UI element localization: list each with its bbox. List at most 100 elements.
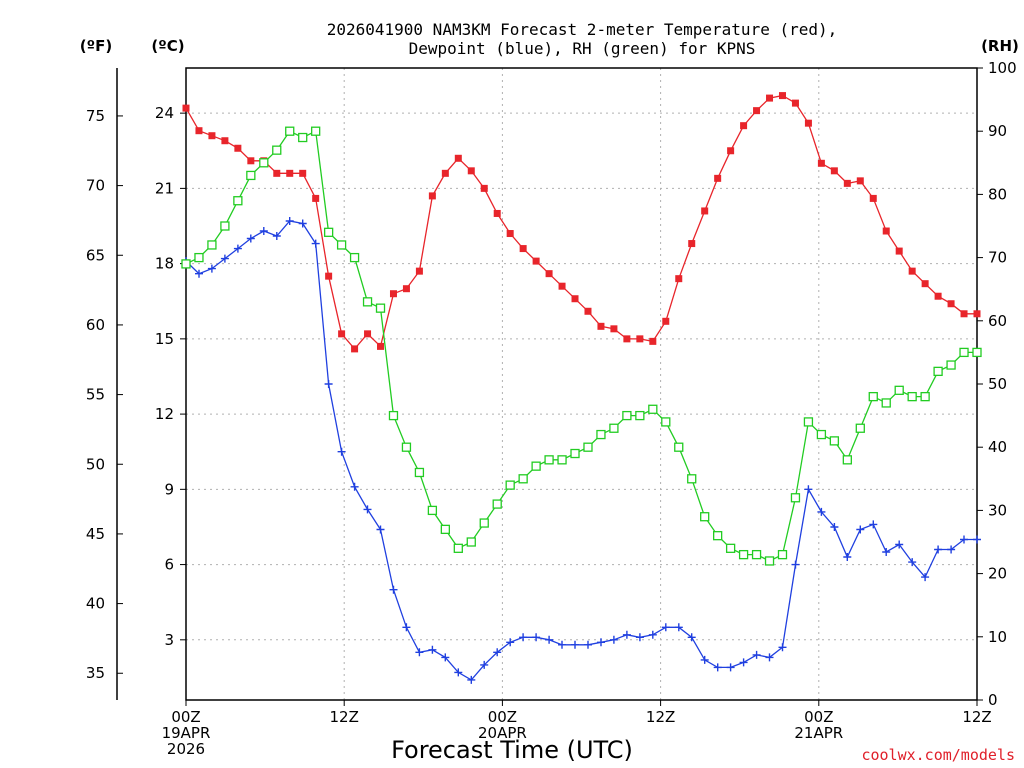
temperature-point (701, 207, 709, 215)
rh-point (855, 423, 865, 433)
temperature-point (273, 169, 281, 177)
dewpoint-point (752, 650, 761, 659)
dewpoint-point (298, 219, 307, 228)
rh-tick-label: 30 (988, 501, 1007, 519)
temperature-point (869, 194, 877, 202)
temperature-point (467, 167, 475, 175)
temperature-point (960, 310, 968, 318)
dewpoint-point (467, 675, 476, 684)
rh-point (233, 196, 243, 206)
rh-point (609, 423, 619, 433)
x-tick-label: 00Z (488, 708, 517, 726)
temperature-point (377, 342, 385, 350)
temperature-point (195, 127, 203, 135)
temperature-point (441, 169, 449, 177)
dewpoint-point (882, 548, 891, 556)
rh-point (388, 410, 399, 421)
dewpoint-point (324, 380, 333, 388)
temperature-point (493, 209, 501, 217)
temperature-point (519, 245, 527, 253)
rh-tick-label: 80 (988, 185, 1007, 203)
fahrenheit-unit-label: (ºF) (80, 37, 112, 55)
rh-point (661, 417, 671, 427)
celsius-tick-label: 21 (155, 179, 174, 197)
dewpoint-point (635, 633, 644, 642)
rh-point (894, 385, 904, 395)
rh-point (479, 518, 489, 528)
temperature-point (389, 290, 397, 298)
x-tick-label: 12Z (330, 708, 359, 726)
fahrenheit-tick-label: 65 (86, 246, 105, 264)
fahrenheit-tick-label: 60 (86, 316, 105, 334)
temperature-point (221, 137, 229, 145)
rh-point (920, 391, 930, 402)
credit-text: coolwx.com/models (861, 746, 1015, 764)
dewpoint-point (830, 523, 839, 531)
rh-point (505, 480, 515, 490)
temperature-point (804, 119, 812, 127)
dewpoint-point (480, 660, 489, 669)
rh-point (207, 240, 217, 250)
rh-point (375, 303, 386, 313)
dewpoint-point (350, 482, 359, 491)
temperature-point (208, 132, 216, 140)
dewpoint-point (674, 623, 683, 632)
dewpoint-point (739, 658, 748, 667)
temperature-point (688, 240, 696, 248)
rh-point (194, 252, 204, 263)
x-tick-label: 21APR (794, 724, 843, 742)
rh-point (907, 391, 917, 402)
rh-tick-label: 100 (988, 59, 1017, 77)
temperature-point (882, 227, 890, 235)
rh-point (751, 549, 762, 560)
temperature-point (830, 167, 838, 175)
dewpoint-point (843, 553, 852, 561)
dewpoint-point (259, 227, 268, 235)
rh-point (570, 448, 580, 459)
rh-point (246, 170, 256, 181)
celsius-tick-label: 9 (164, 480, 174, 498)
x-axis-title: Forecast Time (UTC) (391, 736, 633, 764)
dewpoint-point (609, 635, 618, 644)
rh-tick-label: 10 (988, 628, 1007, 646)
celsius-tick-label: 24 (155, 104, 174, 122)
temperature-point (843, 179, 851, 187)
temperature-point (364, 330, 372, 338)
dewpoint-point (246, 234, 255, 243)
temperature-point (791, 99, 799, 107)
rh-point (323, 227, 334, 237)
fahrenheit-tick-label: 45 (86, 525, 105, 543)
rh-point (596, 429, 606, 440)
temperature-point (402, 285, 410, 293)
rh-point (440, 524, 450, 535)
rh-tick-label: 60 (988, 312, 1007, 330)
rh-point (959, 347, 969, 358)
rh-tick-label: 70 (988, 249, 1007, 267)
fahrenheit-tick-label: 55 (86, 386, 105, 404)
temperature-point (351, 345, 359, 353)
rh-point (362, 297, 373, 307)
dewpoint-point (389, 585, 398, 594)
series-line (185, 220, 977, 681)
dewpoint-point (960, 535, 968, 544)
temperature-point (584, 307, 592, 315)
temperature-point (480, 184, 488, 192)
temperature-point (338, 330, 346, 338)
rh-point (583, 442, 593, 452)
dewpoint-point (363, 505, 372, 514)
temperature-point (649, 337, 657, 345)
rh-point (725, 543, 736, 553)
dewpoint-point (311, 239, 320, 248)
chart-title-line1: 2026041900 NAM3KM Forecast 2-meter Tempe… (327, 20, 838, 39)
temperature-point (286, 169, 294, 177)
temperature-point (610, 325, 618, 333)
rh-point (298, 132, 308, 143)
temperature-point (921, 280, 929, 288)
rh-point (414, 467, 425, 478)
dewpoint-point (493, 648, 502, 657)
temperature-point (947, 300, 955, 308)
celsius-tick-label: 6 (164, 556, 174, 574)
x-tick-label: 00Z (171, 708, 200, 726)
chart-title-line2: Dewpoint (blue), RH (green) for KPNS (409, 39, 756, 58)
temperature-point (740, 122, 748, 130)
